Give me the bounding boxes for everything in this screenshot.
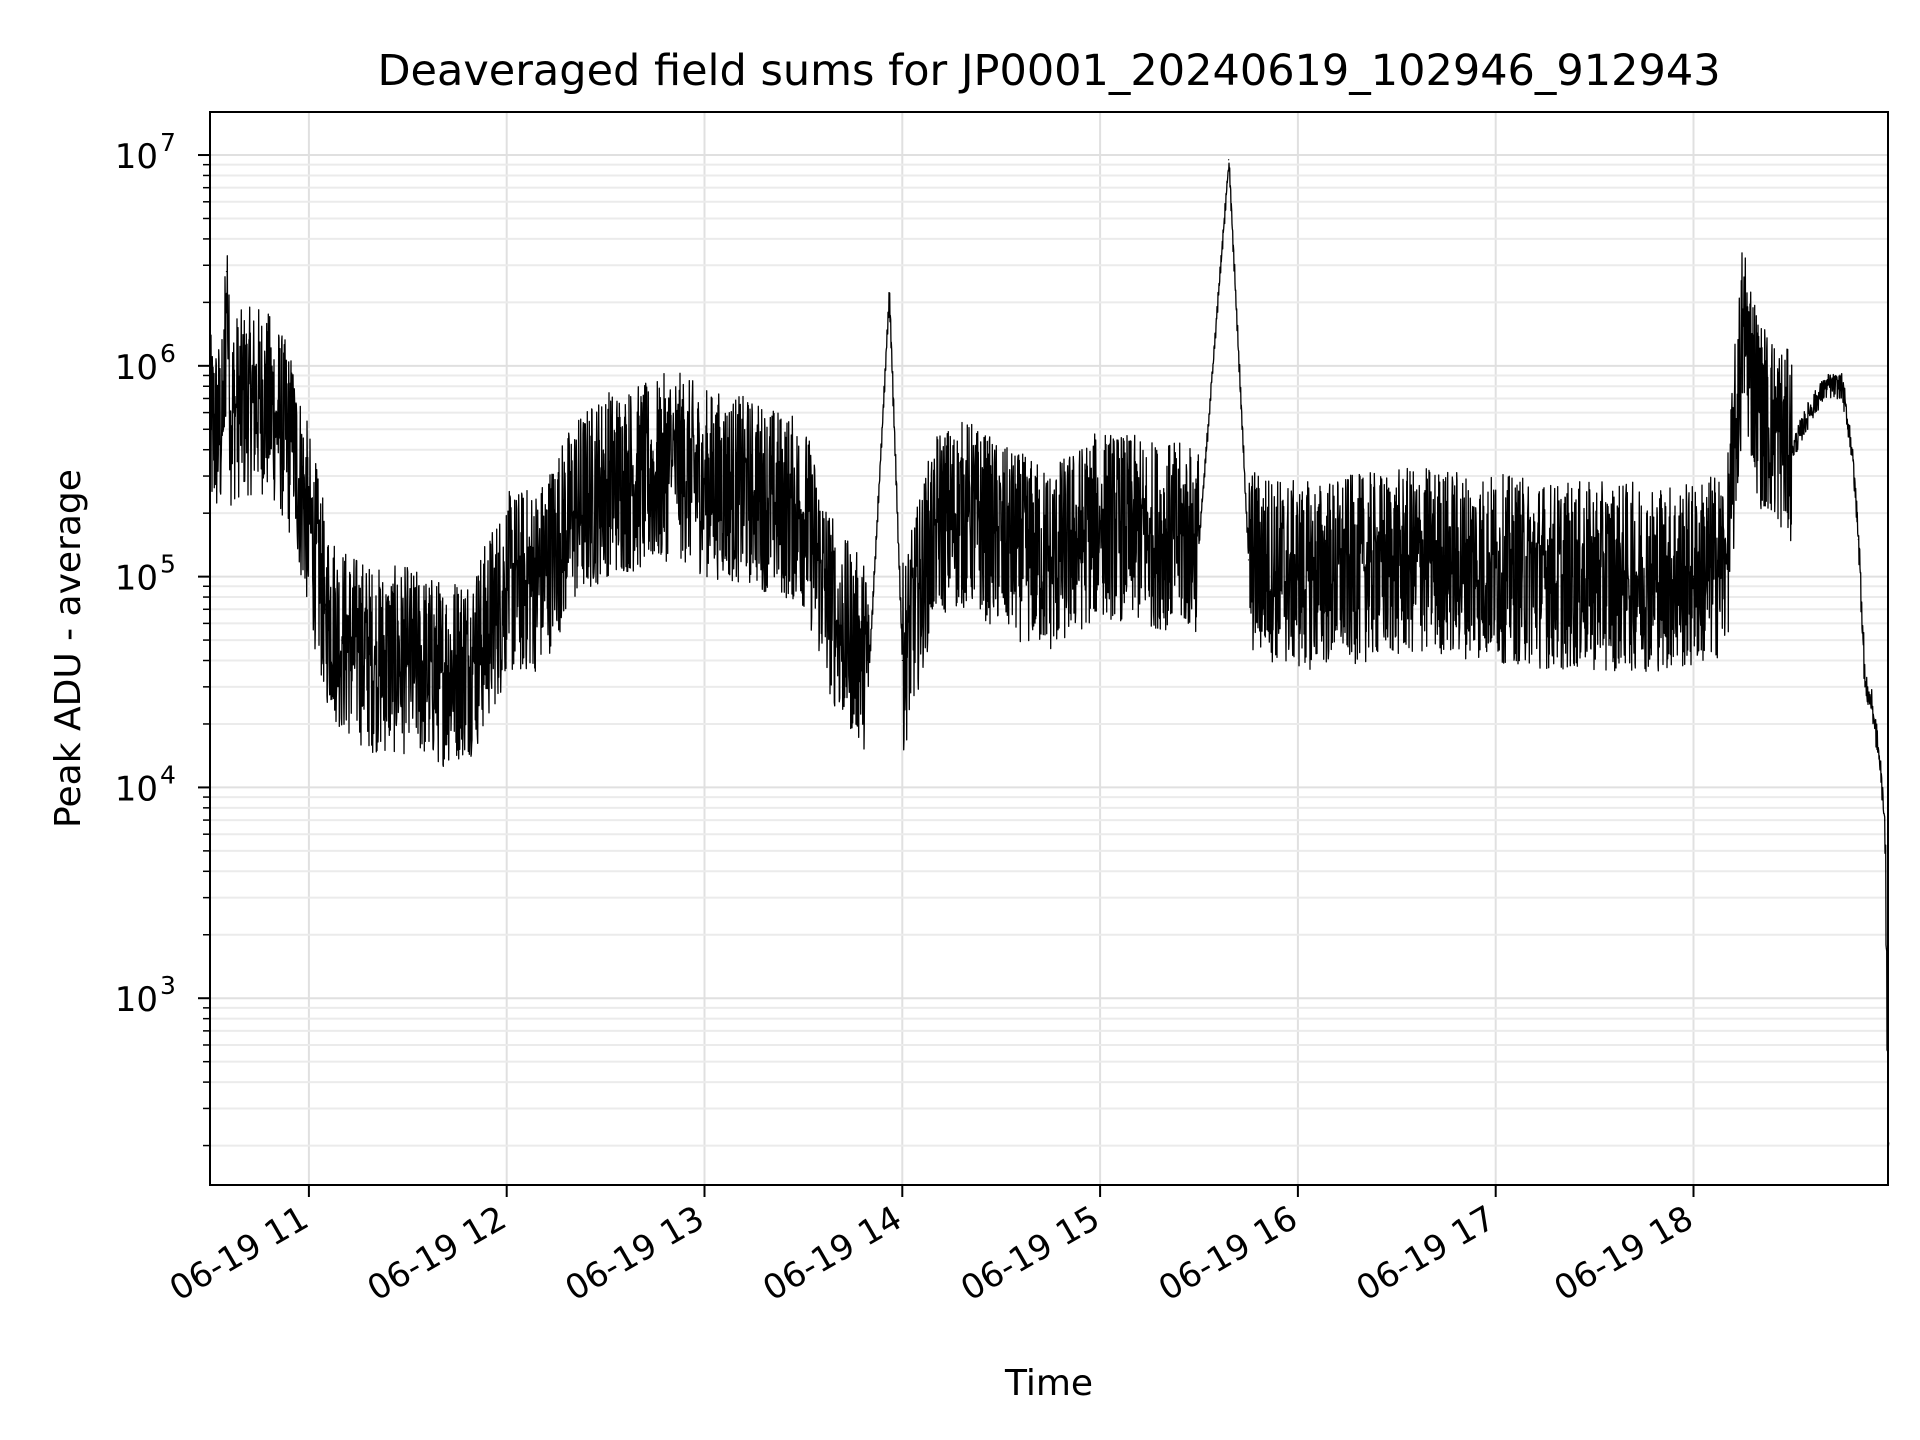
data-point: [222, 428, 224, 430]
data-point: [374, 659, 376, 662]
data-point: [235, 404, 237, 406]
data-point: [308, 522, 310, 524]
data-point: [1857, 538, 1859, 541]
data-point: [604, 481, 607, 483]
y-tick-exponent: 3: [160, 971, 176, 1000]
y-tick-label: 10: [115, 137, 158, 177]
data-point: [1228, 159, 1230, 161]
data-point: [802, 512, 804, 514]
data-point: [1247, 559, 1250, 561]
data-point: [1851, 449, 1853, 451]
data-point: [407, 659, 409, 662]
data-point: [1561, 576, 1563, 578]
data-point: [888, 293, 890, 295]
data-point: [357, 649, 359, 651]
data-point: [1824, 385, 1826, 387]
data-point: [934, 522, 936, 524]
chart-title: Deaveraged field sums for JP0001_2024061…: [377, 46, 1720, 96]
data-point: [1495, 567, 1497, 569]
y-tick-exponent: 5: [160, 550, 176, 579]
data-point: [324, 608, 326, 610]
y-tick-label: 10: [115, 980, 158, 1020]
y-tick-label: 10: [115, 348, 158, 388]
data-point: [1877, 749, 1879, 751]
y-tick-exponent: 6: [160, 339, 176, 368]
data-point: [967, 512, 969, 514]
data-point: [868, 659, 870, 662]
y-tick-exponent: 4: [160, 760, 176, 789]
data-point: [753, 492, 755, 494]
data-point: [229, 411, 231, 414]
data-point: [291, 449, 294, 451]
data-point: [901, 659, 903, 662]
data-point: [670, 461, 673, 463]
data-point: [703, 481, 706, 483]
data-point: [1870, 702, 1873, 705]
y-axis-label: Peak ADU - average: [48, 469, 89, 828]
data-point: [1429, 559, 1431, 561]
data-point: [506, 585, 508, 587]
data-point: [572, 512, 574, 514]
data-point: [275, 411, 277, 414]
data-point: [1297, 576, 1299, 578]
data-point: [1841, 385, 1843, 387]
y-tick-exponent: 7: [160, 128, 176, 157]
data-point: [1363, 567, 1365, 569]
data-point: [473, 659, 475, 662]
data-point: [835, 622, 837, 624]
series-line: [209, 162, 1890, 1148]
data-point: [1148, 532, 1151, 535]
x-axis-label: Time: [1004, 1363, 1093, 1404]
data-point: [1198, 538, 1200, 541]
data-point: [1884, 819, 1886, 821]
data-point: [1758, 411, 1761, 414]
data-point: [539, 576, 541, 578]
grid: [210, 112, 1888, 1185]
plot-frame: [209, 111, 1889, 1186]
data-point: [1864, 686, 1866, 688]
data-point: [654, 475, 656, 477]
y-tick-label: 10: [115, 559, 158, 599]
data-point: [341, 639, 343, 641]
data-point: [1050, 559, 1052, 561]
data-point: [1626, 576, 1629, 578]
data-point: [1808, 411, 1810, 414]
data-point: [1725, 559, 1728, 561]
data-point: [1099, 522, 1101, 524]
y-tick-label: 10: [115, 769, 158, 809]
data-point: [1000, 538, 1002, 541]
data-point: [258, 397, 261, 400]
data-point: [440, 672, 442, 674]
data-point: [1791, 449, 1793, 451]
series-layer: [209, 159, 1890, 1148]
data-point: [225, 270, 228, 273]
data-point: [1692, 576, 1695, 578]
data-point: [1742, 322, 1744, 324]
